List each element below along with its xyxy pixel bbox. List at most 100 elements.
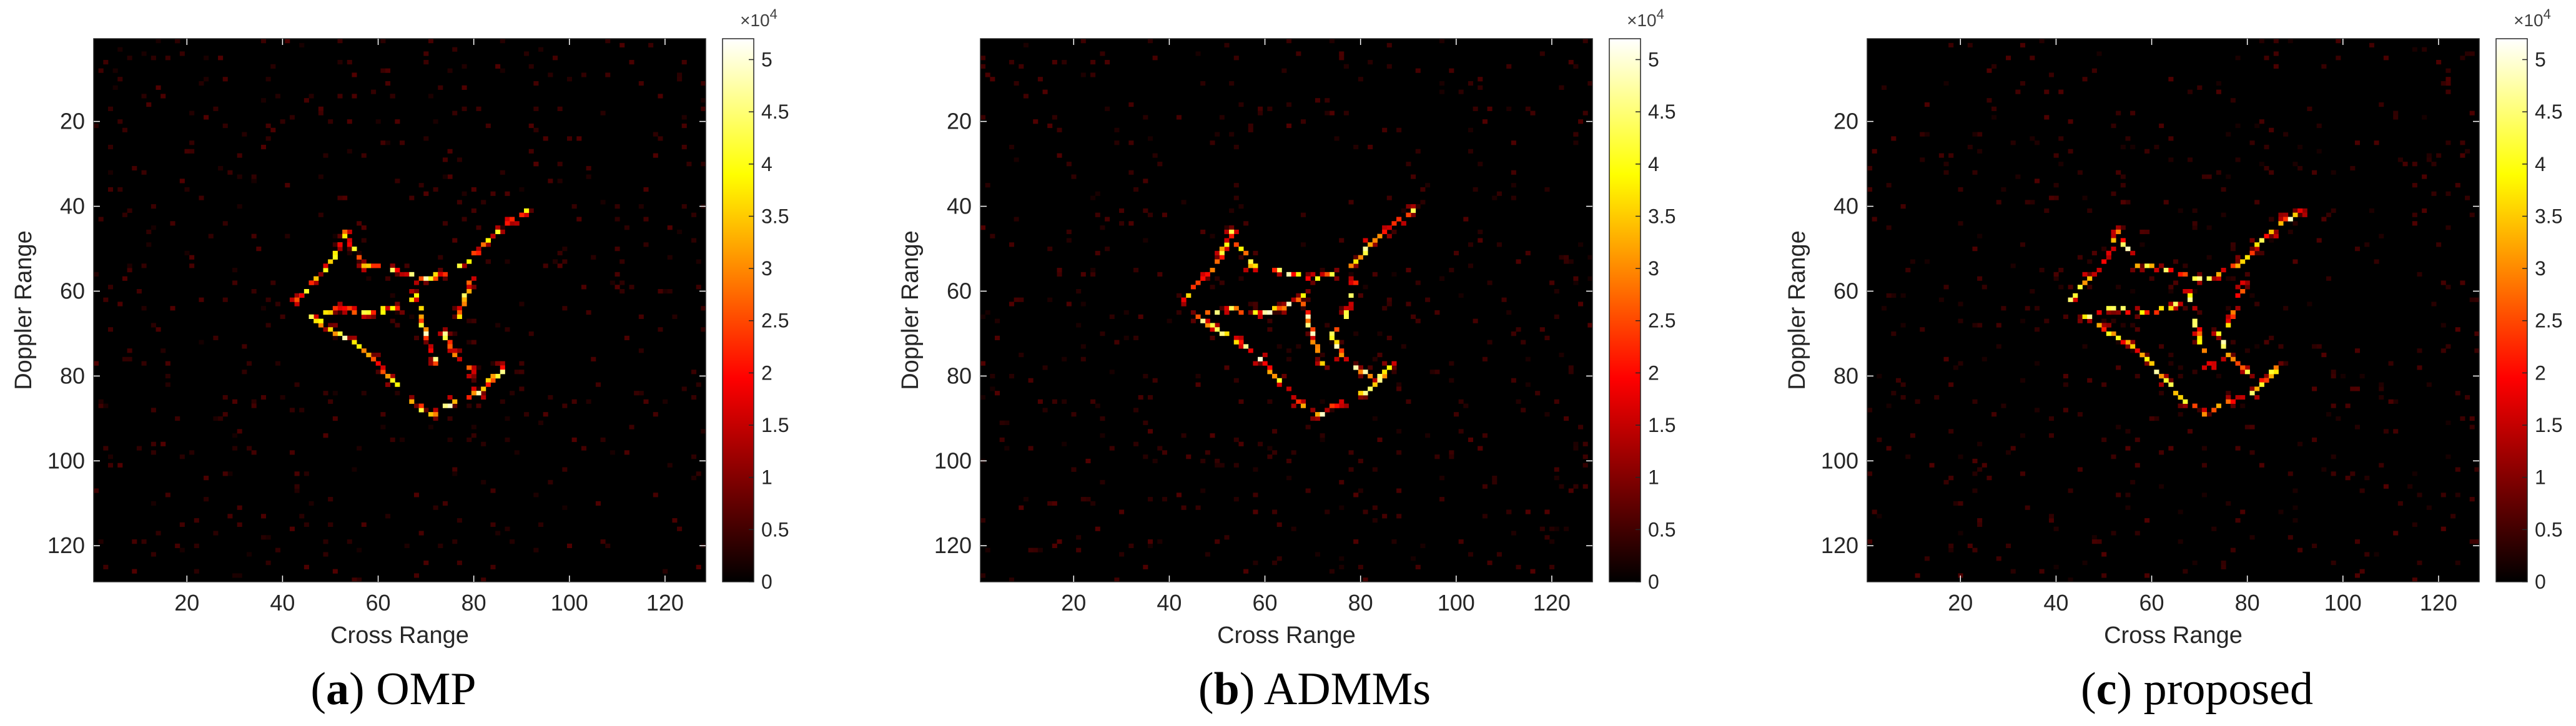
heatmap-cell	[2345, 476, 2351, 481]
heatmap-cell	[2297, 144, 2303, 150]
heatmap-cell	[2134, 531, 2140, 536]
heatmap-cell	[999, 437, 1005, 443]
heatmap-cell	[1396, 488, 1402, 493]
heatmap-cell	[667, 289, 673, 294]
heatmap-cell	[1062, 59, 1067, 65]
heatmap-cell	[681, 386, 687, 391]
x-tick-label: 60	[366, 590, 391, 616]
heatmap-cell	[270, 280, 276, 285]
heatmap-cell	[2287, 471, 2293, 476]
heatmap-cell	[1554, 467, 1559, 472]
heatmap-cell	[2460, 280, 2465, 285]
heatmap-cell	[328, 497, 333, 502]
heatmap-cell	[2063, 373, 2068, 379]
heatmap-cell	[1339, 56, 1345, 61]
heatmap-cell	[1506, 509, 1512, 514]
heatmap-cell	[380, 365, 386, 370]
heatmap-cell	[2359, 488, 2365, 493]
heatmap-cell	[423, 191, 429, 196]
heatmap-cell	[1037, 77, 1043, 82]
heatmap-cell	[1210, 323, 1215, 328]
heatmap-cell	[1986, 476, 1992, 481]
x-tick-label: 100	[551, 590, 588, 616]
heatmap-cell	[1924, 556, 1930, 561]
heatmap-cell	[2474, 348, 2480, 353]
heatmap-cell	[1210, 233, 1215, 238]
heatmap-cell	[189, 140, 195, 145]
heatmap-cell	[1238, 399, 1244, 404]
heatmap-cell	[141, 539, 147, 544]
heatmap-cell	[280, 395, 285, 400]
heatmap-cell	[1286, 39, 1292, 44]
heatmap-cell	[1267, 454, 1273, 459]
heatmap-cell	[2116, 285, 2121, 290]
heatmap-cell	[2192, 225, 2198, 230]
heatmap-cell	[471, 340, 476, 345]
heatmap-cell	[980, 56, 986, 61]
heatmap-cell	[1105, 59, 1110, 65]
heatmap-cell	[1009, 59, 1014, 65]
heatmap-cell	[466, 289, 472, 294]
heatmap-cell	[1568, 59, 1574, 65]
heatmap-cell	[2244, 272, 2250, 277]
heatmap-cell	[204, 497, 209, 502]
heatmap-cell	[366, 314, 372, 319]
heatmap-cell	[1958, 318, 1963, 323]
heatmap-cell	[1573, 132, 1579, 137]
heatmap-cell	[1014, 157, 1019, 162]
heatmap-cell	[1195, 280, 1201, 285]
heatmap-cell	[2230, 314, 2236, 319]
heatmap-cell	[98, 539, 104, 544]
y-tick-label: 20	[1833, 109, 1858, 134]
heatmap-cell	[265, 136, 271, 141]
heatmap-cell	[1300, 293, 1306, 298]
heatmap-cell	[2240, 289, 2246, 294]
heatmap-cell	[691, 212, 697, 217]
heatmap-cell	[232, 280, 238, 285]
heatmap-cell	[2440, 493, 2446, 498]
heatmap-cell	[2226, 391, 2231, 396]
heatmap-cell	[2474, 297, 2480, 302]
heatmap-cell	[418, 183, 424, 188]
heatmap-cell	[456, 314, 462, 319]
heatmap-cell	[681, 115, 687, 120]
heatmap-cell	[2422, 208, 2427, 213]
heatmap-cell	[980, 395, 986, 400]
heatmap-cell	[371, 263, 377, 268]
x-tick-label: 40	[2043, 590, 2068, 616]
heatmap-cell	[2312, 344, 2317, 349]
heatmap-cell	[1900, 323, 1906, 328]
heatmap-cell	[461, 217, 467, 222]
heatmap-cell	[1057, 127, 1062, 132]
heatmap-cell	[1544, 412, 1550, 417]
heatmap-cell	[471, 318, 476, 323]
heatmap-cell	[519, 370, 525, 375]
heatmap-cell	[323, 552, 328, 557]
heatmap-cell	[1358, 564, 1363, 570]
heatmap-cell	[2350, 386, 2356, 391]
heatmap-cell	[2269, 233, 2274, 238]
heatmap-cell	[1233, 437, 1239, 443]
heatmap-cell	[1881, 85, 1887, 90]
heatmap-cell	[2469, 212, 2475, 217]
heatmap-cell	[247, 552, 252, 557]
heatmap-cell	[2226, 314, 2231, 319]
heatmap-cell	[1368, 242, 1373, 247]
heatmap-cell	[667, 463, 673, 468]
heatmap-cell	[1958, 454, 1963, 459]
heatmap-cell	[2235, 263, 2241, 268]
heatmap-cell	[1372, 518, 1378, 523]
heatmap-cell	[2292, 259, 2298, 264]
heatmap-cell	[2197, 272, 2203, 277]
heatmap-cell	[2125, 340, 2131, 345]
y-tick-label: 60	[60, 278, 85, 303]
heatmap-cell	[1943, 479, 1949, 485]
heatmap-cell	[2063, 408, 2068, 413]
heatmap-cell	[337, 306, 343, 311]
heatmap-cell	[136, 446, 142, 451]
heatmap-cell	[1233, 229, 1239, 235]
heatmap-cell	[519, 361, 525, 366]
heatmap-cell	[1095, 403, 1100, 408]
heatmap-cell	[1943, 162, 1949, 167]
